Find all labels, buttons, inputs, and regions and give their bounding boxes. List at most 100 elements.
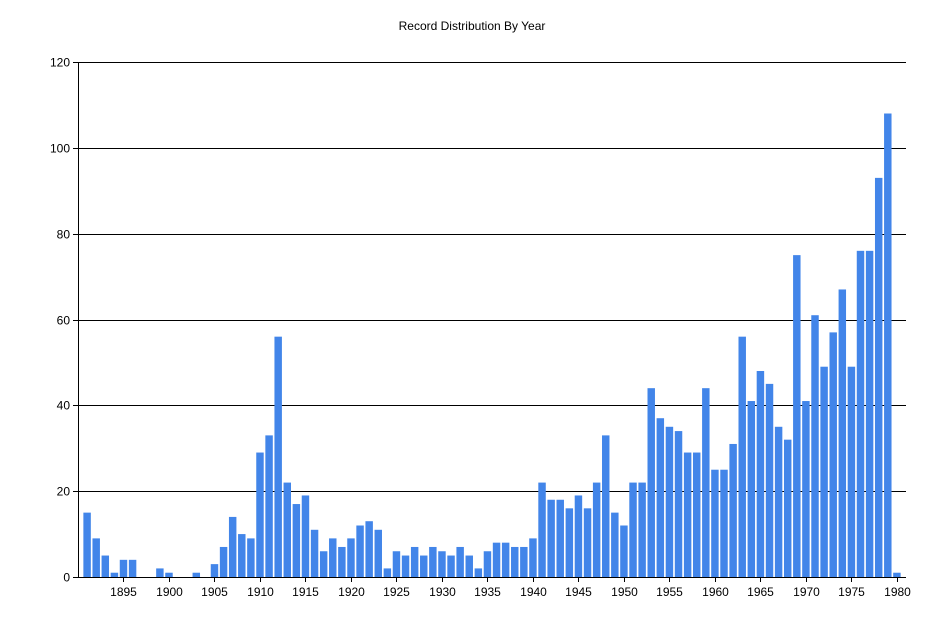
- bar: [720, 469, 728, 577]
- bar: [219, 546, 228, 577]
- bar: [101, 555, 110, 577]
- x-tick-label: 1970: [793, 585, 820, 599]
- bar: [274, 336, 282, 577]
- y-tick-label: 120: [50, 56, 70, 70]
- x-tick-label: 1965: [747, 585, 774, 599]
- bar: [429, 546, 437, 577]
- x-tick-label: 1915: [292, 585, 319, 599]
- bar: [838, 289, 847, 577]
- x-tick-label: 1955: [656, 585, 683, 599]
- bar: [547, 499, 555, 577]
- bar: [565, 508, 574, 577]
- bar: [301, 495, 310, 577]
- bar: [538, 482, 546, 577]
- bar: [893, 572, 901, 577]
- bar: [392, 551, 401, 577]
- bar: [283, 482, 291, 577]
- y-tick-label: 100: [50, 142, 70, 156]
- bar: [783, 439, 792, 577]
- bar: [474, 568, 483, 577]
- bar: [110, 572, 119, 577]
- x-tick-label: 1935: [474, 585, 501, 599]
- bar: [356, 525, 364, 577]
- bar: [529, 538, 537, 578]
- bar: [292, 504, 301, 577]
- bar: [620, 525, 628, 577]
- bar: [210, 564, 219, 578]
- x-tick-label: 1905: [201, 585, 228, 599]
- axes: [78, 62, 906, 578]
- bar: [92, 538, 100, 578]
- y-tick-label: 40: [57, 399, 71, 413]
- bar: [329, 538, 337, 578]
- y-tick-labels: 0 20 40 60 80 100 120: [50, 56, 78, 585]
- bar: [793, 255, 801, 578]
- bar: [829, 332, 837, 578]
- bar: [847, 366, 856, 577]
- bar: [420, 555, 428, 577]
- x-tick-label: 1945: [565, 585, 592, 599]
- bar: [884, 113, 892, 577]
- bar: [520, 546, 528, 577]
- bar: [874, 177, 883, 578]
- x-tick-label: 1940: [520, 585, 547, 599]
- bar: [683, 452, 692, 577]
- x-tick-label: 1950: [611, 585, 638, 599]
- bar: [820, 366, 828, 577]
- bar: [247, 538, 255, 578]
- bar: [310, 529, 319, 577]
- chart-title: Record Distribution By Year: [399, 19, 546, 33]
- bar: [629, 482, 637, 577]
- bar: [611, 512, 619, 578]
- bar: [338, 546, 346, 577]
- bar: [583, 508, 592, 577]
- bar: [83, 512, 91, 578]
- bar: [511, 546, 519, 577]
- bar: [674, 431, 683, 577]
- x-tick-label: 1960: [702, 585, 729, 599]
- bar: [228, 516, 237, 577]
- x-tick-label: 1930: [429, 585, 456, 599]
- bar: [447, 555, 455, 577]
- bar: [165, 572, 173, 577]
- bar: [383, 568, 392, 577]
- bar: [765, 383, 774, 578]
- bar: [265, 435, 273, 578]
- bar: [592, 482, 601, 577]
- bar: [747, 401, 756, 577]
- bar: [574, 495, 583, 577]
- bar: [856, 250, 865, 577]
- x-tick-label: 1895: [110, 585, 137, 599]
- bar: [374, 529, 382, 577]
- bar: [256, 452, 264, 577]
- bar: [156, 568, 164, 577]
- bar: [638, 482, 646, 577]
- x-tick-label: 1910: [247, 585, 274, 599]
- bar: [711, 469, 719, 577]
- bar: [702, 388, 710, 577]
- x-tick-labels: 1895 1900 1905 1910 1915 1920 1925 1930 1935 1940…: [110, 577, 911, 599]
- x-tick-label: 1925: [383, 585, 410, 599]
- bar: [410, 546, 419, 577]
- bar: [192, 572, 201, 577]
- bar: [238, 534, 246, 577]
- bar: [492, 542, 501, 577]
- bar: [756, 371, 765, 577]
- bar: [119, 559, 128, 577]
- bar: [647, 388, 655, 577]
- y-tick-label: 80: [57, 228, 71, 242]
- bar: [128, 559, 137, 577]
- bar: [665, 426, 674, 577]
- x-tick-label: 1980: [884, 585, 911, 599]
- bar: [456, 546, 464, 577]
- y-tick-label: 60: [57, 314, 71, 328]
- bar: [738, 336, 746, 577]
- bar: [401, 555, 410, 577]
- bar: [692, 452, 701, 577]
- bar: [347, 538, 355, 578]
- bar: [811, 315, 819, 577]
- x-tick-label: 1920: [338, 585, 365, 599]
- bar: [602, 435, 610, 578]
